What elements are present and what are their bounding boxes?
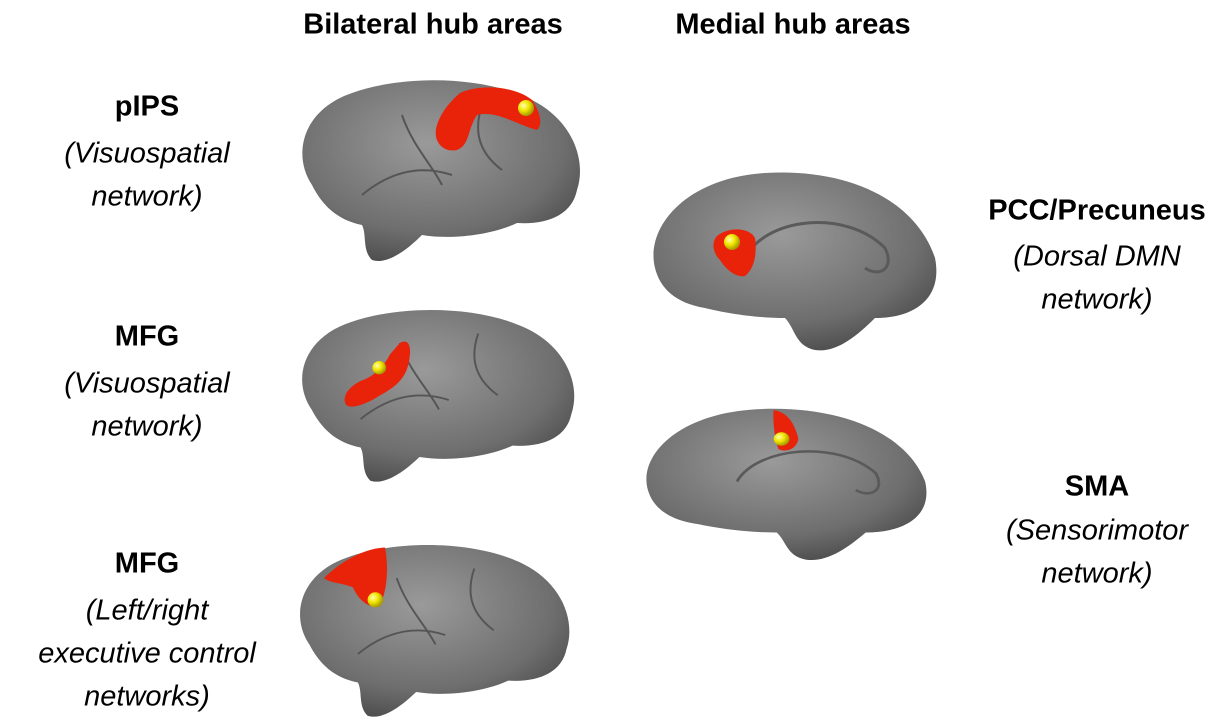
hub-name: SMA bbox=[1065, 471, 1130, 503]
hub-network: (Sensorimotor bbox=[1006, 515, 1189, 547]
hub-network: network) bbox=[1041, 558, 1152, 590]
header-bilateral: Bilateral hub areas bbox=[303, 9, 563, 41]
brain-lateral bbox=[302, 310, 574, 482]
hub-name: pIPS bbox=[115, 91, 179, 123]
hub-network: network) bbox=[1041, 284, 1152, 316]
brain-medial bbox=[646, 409, 926, 560]
hub-network: networks) bbox=[84, 681, 210, 713]
hub-network: (Visuospatial bbox=[64, 368, 231, 400]
header-medial: Medial hub areas bbox=[675, 9, 910, 41]
hub-name: PCC/Precuneus bbox=[988, 195, 1206, 227]
hub-name: MFG bbox=[115, 548, 179, 580]
hub-network: network) bbox=[91, 411, 202, 443]
hub-network: network) bbox=[91, 181, 202, 213]
brain-medial bbox=[653, 172, 936, 350]
figure: Bilateral hub areas Medial hub areas pIP… bbox=[0, 0, 1216, 726]
hub-network: (Visuospatial bbox=[64, 138, 231, 170]
hub-network: executive control bbox=[38, 638, 257, 670]
brain-lateral bbox=[300, 545, 569, 717]
brain-lateral bbox=[302, 80, 580, 261]
hub-network: (Left/right bbox=[86, 595, 210, 627]
hub-network: (Dorsal DMN bbox=[1013, 241, 1181, 273]
hub-name: MFG bbox=[115, 321, 179, 353]
